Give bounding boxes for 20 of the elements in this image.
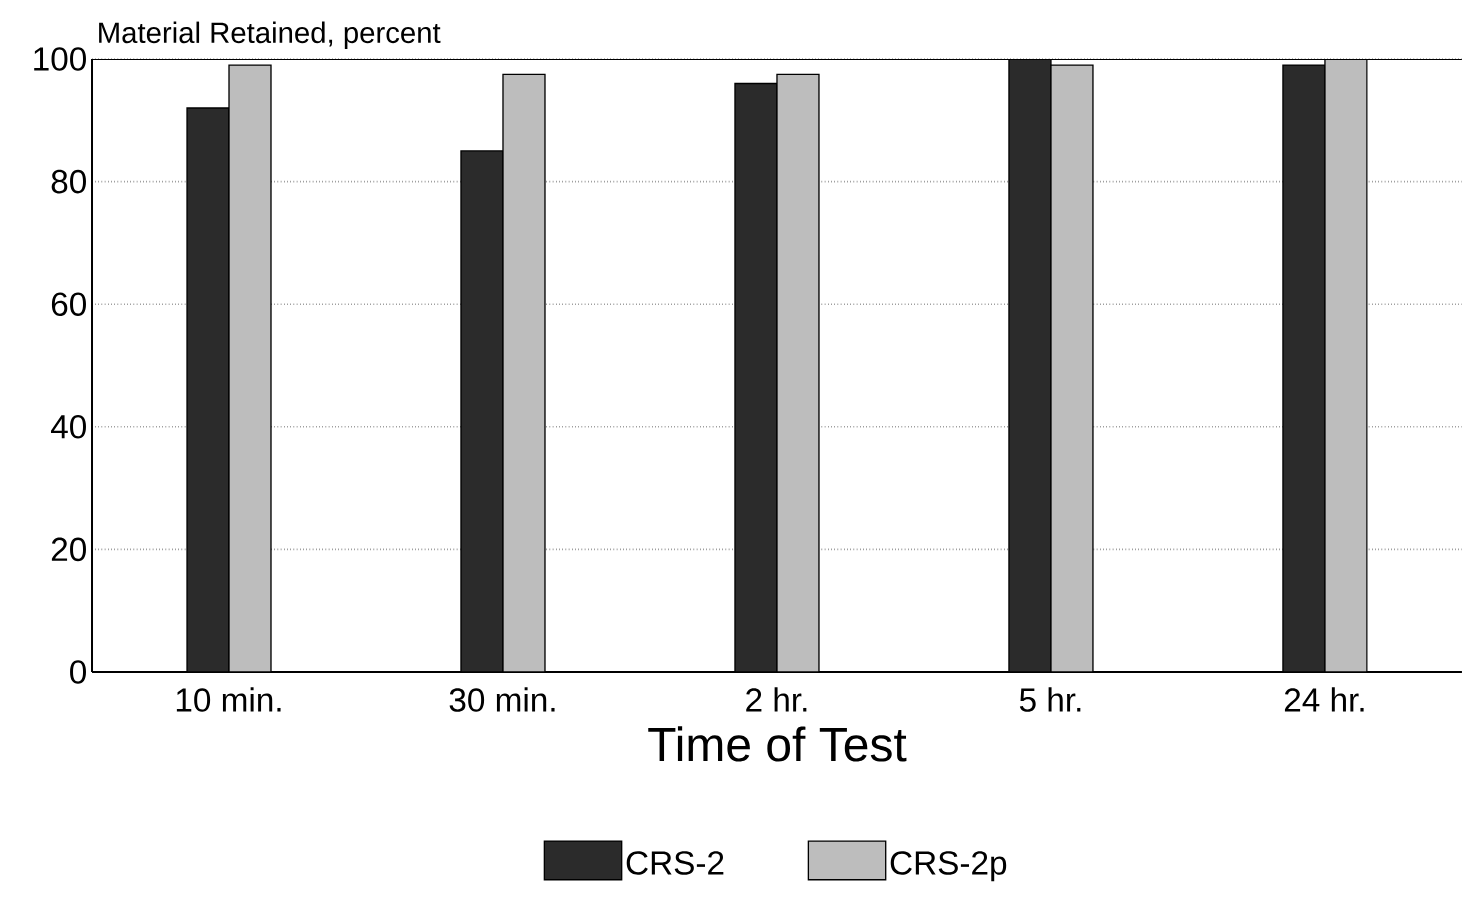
- legend-label: CRS-2: [626, 851, 724, 875]
- bar: [228, 64, 272, 672]
- y-tick-label: 80: [51, 169, 86, 194]
- y-axis-title: Material Retained, percent: [99, 21, 441, 49]
- legend-label: CRS-2p: [890, 851, 1007, 882]
- bar: [1050, 64, 1094, 672]
- y-tick-label: 40: [50, 414, 86, 439]
- y-tick-label: 60: [51, 292, 86, 316]
- x-tick-label: 10 min.: [176, 687, 281, 712]
- y-tick-label: 100: [34, 47, 86, 71]
- bar: [776, 73, 820, 672]
- x-tick-label: 24 hr.: [1284, 687, 1364, 712]
- x-tick-label: 5 hr.: [1019, 687, 1081, 712]
- y-tick-label: 20: [51, 537, 86, 562]
- x-tick-label: 30 min.: [449, 687, 555, 712]
- bar: [502, 73, 546, 672]
- y-tick-label: 0: [70, 660, 86, 684]
- x-axis-title: Time of Test: [648, 726, 907, 762]
- x-tick-label: 2 hr.: [746, 687, 807, 712]
- bar: [1324, 58, 1368, 672]
